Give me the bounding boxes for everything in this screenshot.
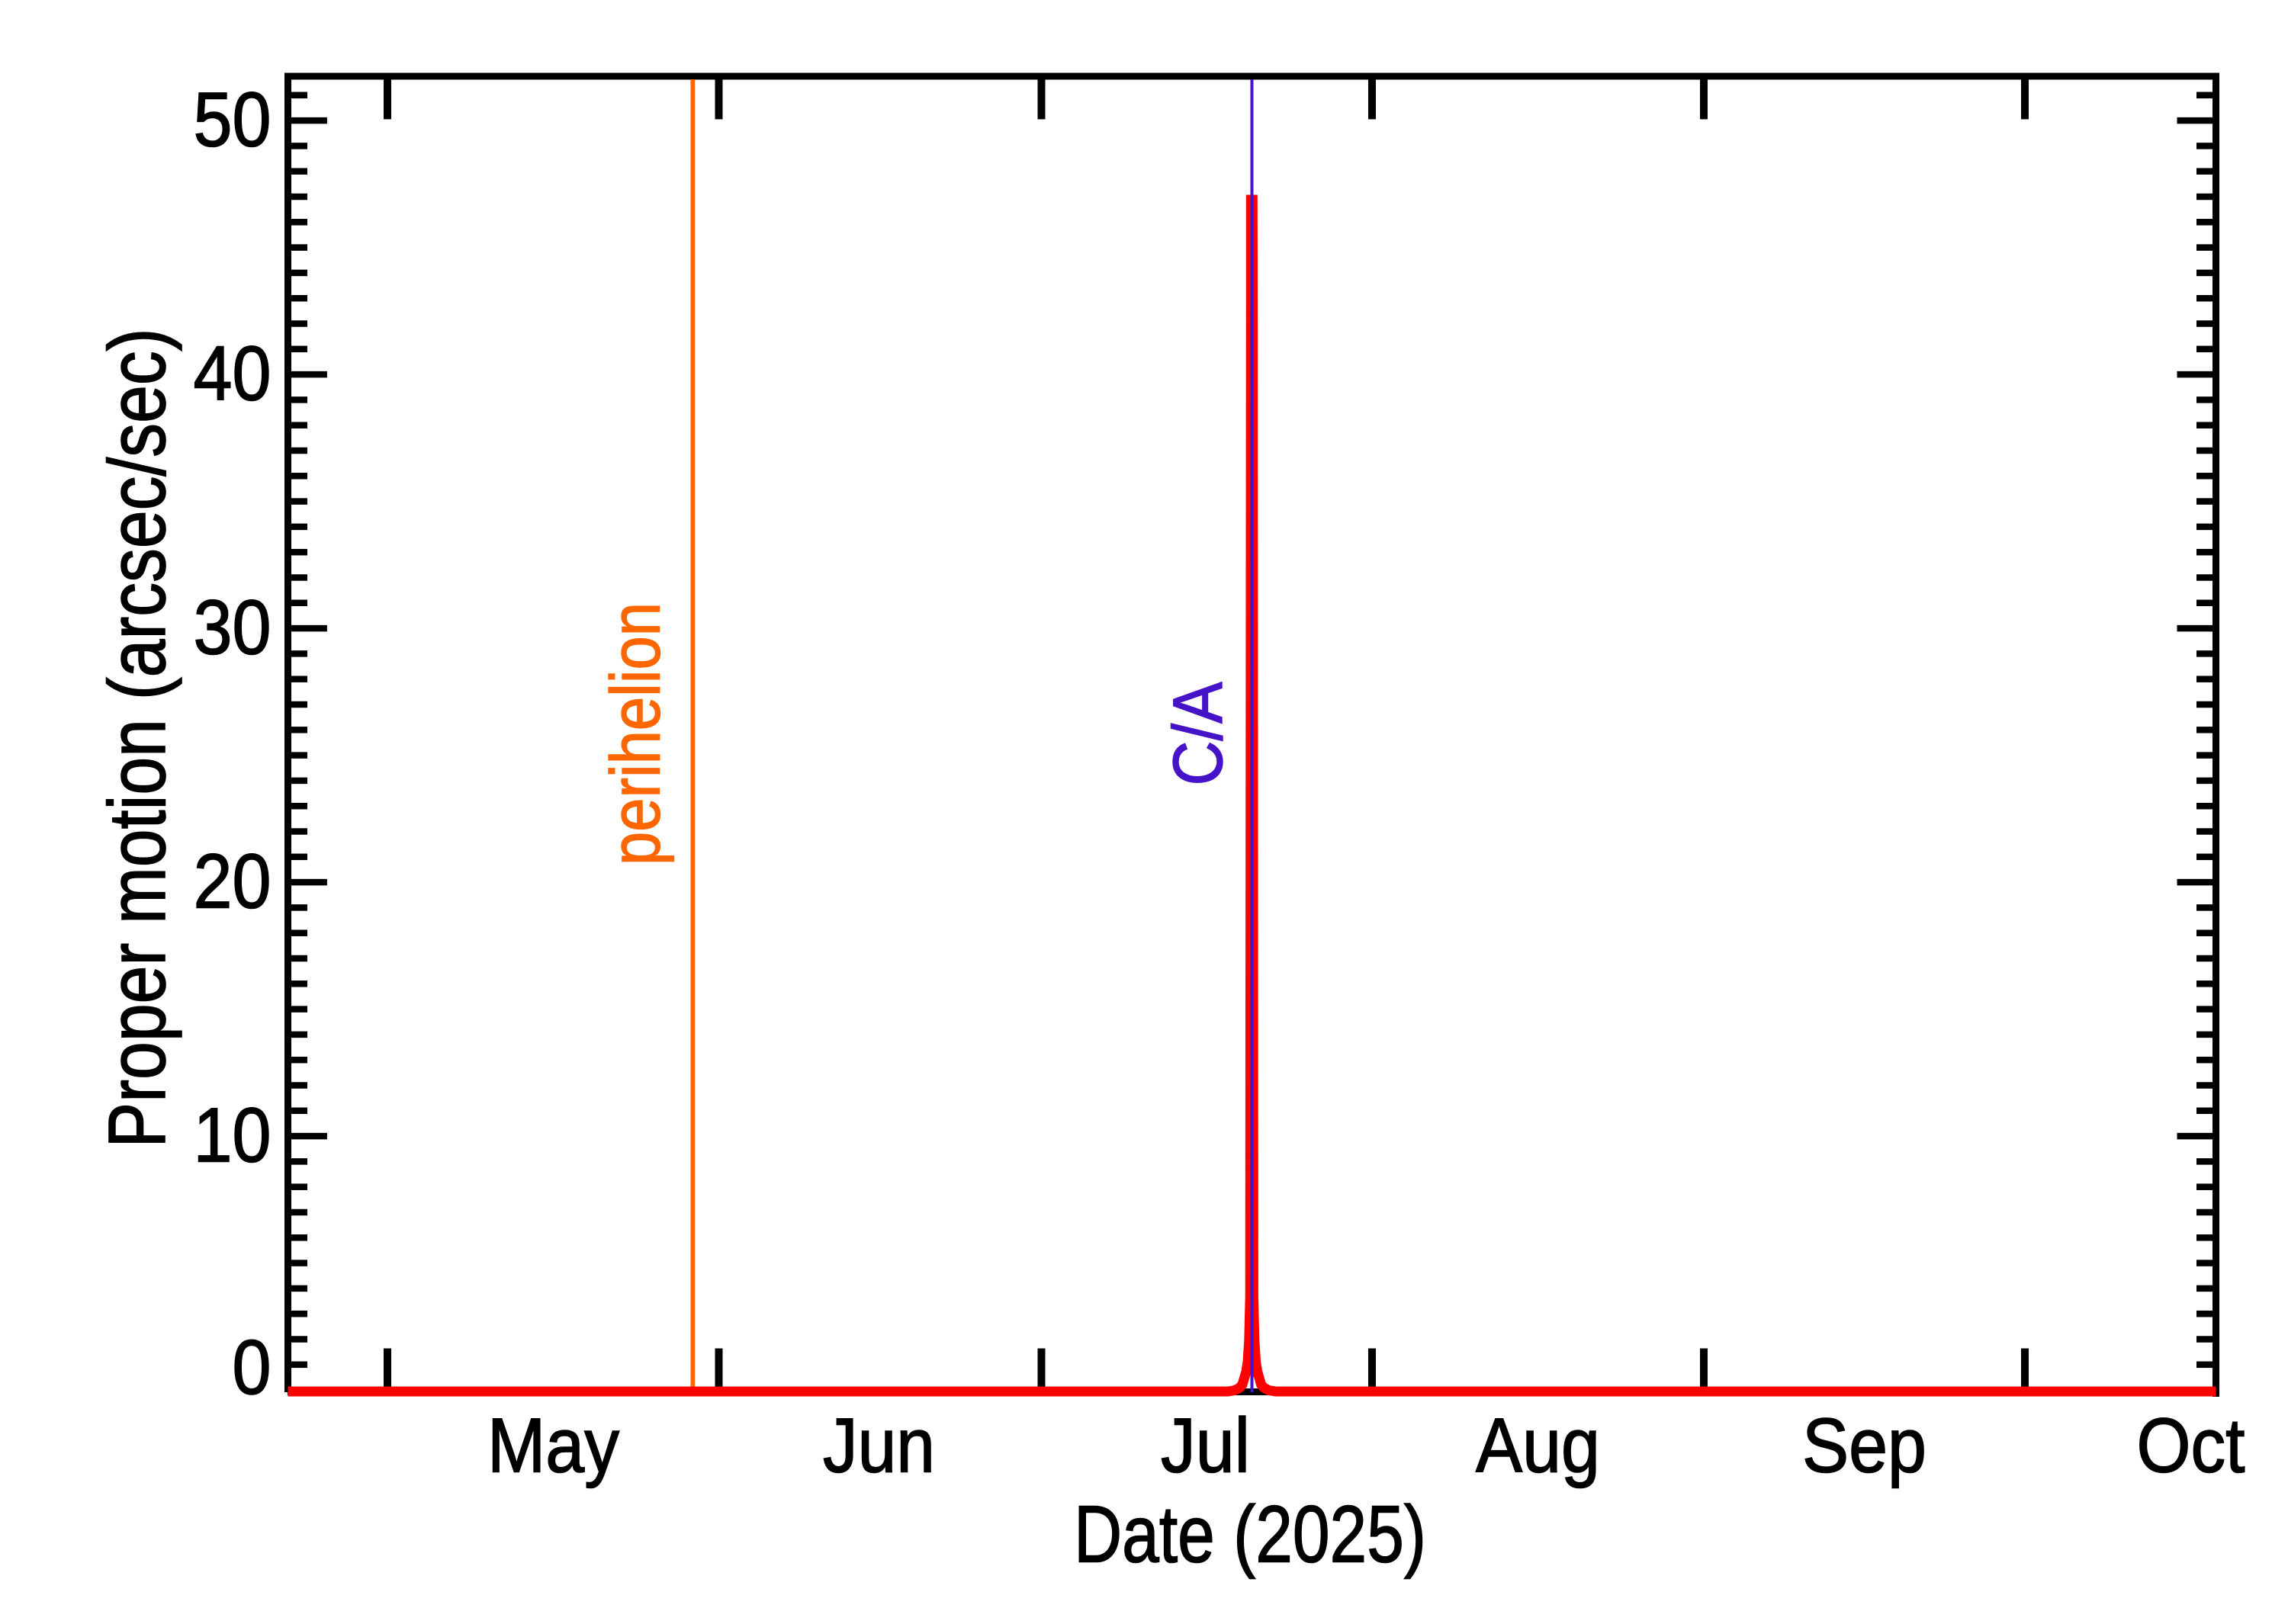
svg-text:40: 40 xyxy=(194,332,272,417)
svg-text:Oct: Oct xyxy=(2137,1404,2245,1489)
svg-text:C/A: C/A xyxy=(1159,682,1237,786)
svg-text:Proper motion (arcsec/sec): Proper motion (arcsec/sec) xyxy=(92,329,182,1148)
svg-text:Jul: Jul xyxy=(1161,1404,1250,1489)
svg-text:20: 20 xyxy=(194,839,272,925)
svg-text:30: 30 xyxy=(194,586,272,671)
svg-text:Jun: Jun xyxy=(823,1404,935,1489)
svg-text:perihelion: perihelion xyxy=(597,602,675,865)
svg-text:0: 0 xyxy=(233,1325,272,1411)
svg-text:May: May xyxy=(487,1404,619,1489)
svg-text:50: 50 xyxy=(194,78,272,163)
svg-text:Sep: Sep xyxy=(1802,1404,1926,1489)
svg-text:Aug: Aug xyxy=(1476,1404,1600,1489)
svg-text:Date (2025): Date (2025) xyxy=(1074,1489,1426,1579)
svg-text:10: 10 xyxy=(194,1093,272,1179)
